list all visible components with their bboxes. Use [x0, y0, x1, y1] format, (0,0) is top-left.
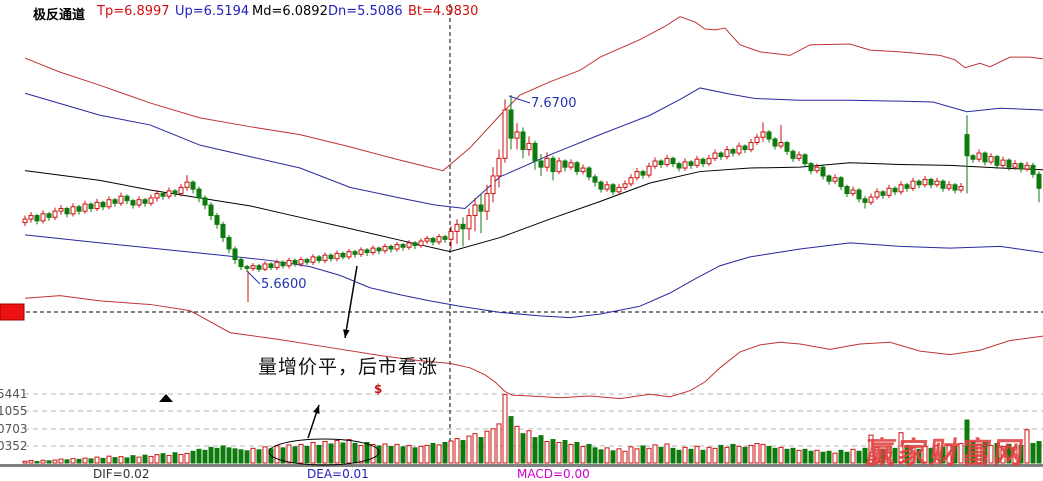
volume-tick-label: 5441 [0, 387, 28, 401]
high-price-label: 7.6700 [531, 96, 577, 111]
volume-tick-label: 0352 [0, 439, 28, 453]
watermark: 赢家财富网 [863, 436, 1028, 471]
dif-value: DIF=0.02 [93, 467, 150, 481]
low-price-label: 5.6600 [261, 277, 307, 292]
volume-tick-label: 1055 [0, 404, 28, 418]
macd-value: MACD=0.00 [517, 467, 590, 481]
dea-value: DEA=0.01 [307, 467, 369, 481]
volume-tick-label: 0703 [0, 422, 28, 436]
dollar-marker: $ [374, 382, 383, 396]
param-tp: Tp=6.8997 [97, 4, 170, 19]
indicator-name: 极反通道 [33, 8, 86, 23]
param-dn: Dn=5.5086 [328, 4, 403, 19]
param-up: Up=6.5194 [175, 4, 250, 19]
annotation-note: 量增价平，后市看涨 [258, 356, 439, 378]
param-bt: Bt=4.9830 [408, 4, 479, 19]
param-md: Md=6.0892 [252, 4, 328, 19]
